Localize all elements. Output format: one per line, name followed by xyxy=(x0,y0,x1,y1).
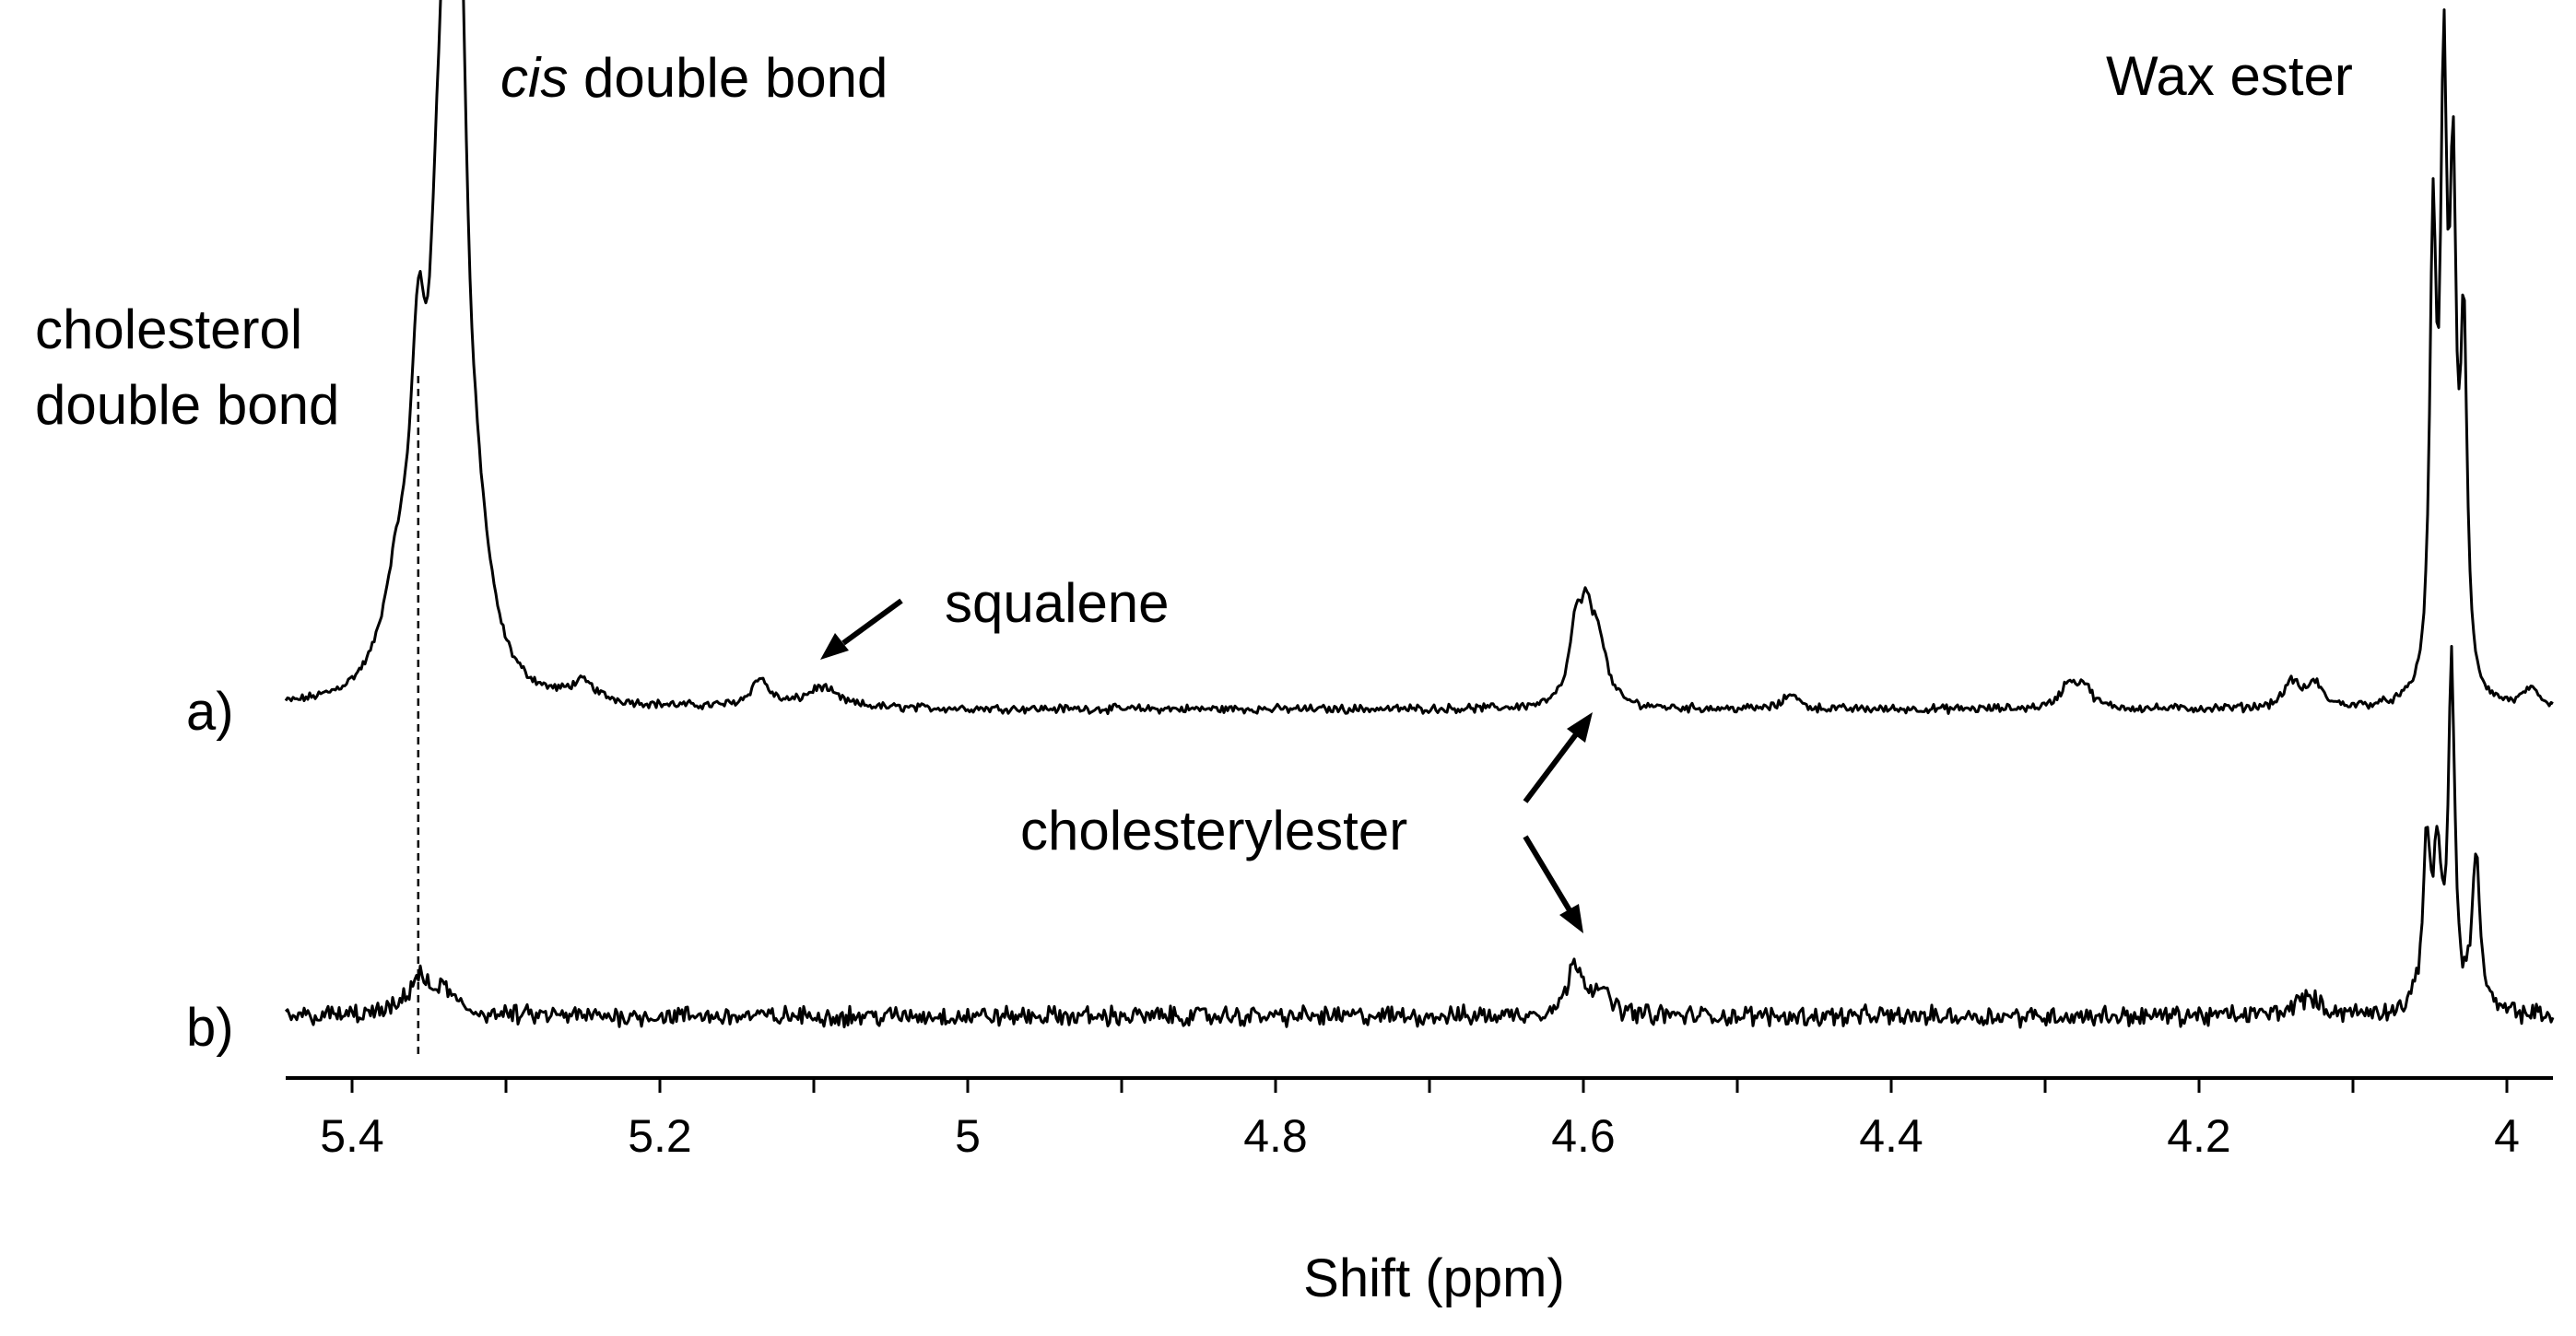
x-tick-label: 5.2 xyxy=(628,1110,692,1162)
arrow-cholesterylester-a xyxy=(1523,712,1593,803)
arrow-cholesterylester-b xyxy=(1523,835,1583,933)
x-tick-label: 5 xyxy=(955,1110,981,1162)
x-tick-label: 4.6 xyxy=(1551,1110,1616,1162)
spectrum-trace-a xyxy=(284,0,2554,716)
annotation-wax-ester: Wax ester xyxy=(2106,45,2353,107)
annotation-squalene: squalene xyxy=(945,572,1170,634)
annotation-cholesterol-line1: cholesterol xyxy=(35,299,302,360)
x-axis: 5.4 5.2 5 4.8 4.6 4.4 4.2 4 xyxy=(286,1076,2553,1162)
trace-label-b: b) xyxy=(186,998,234,1058)
spectrum-trace-b xyxy=(284,645,2555,1029)
x-tick-label: 5.4 xyxy=(320,1110,384,1162)
x-tick-label: 4 xyxy=(2494,1110,2520,1162)
arrow-squalene xyxy=(820,598,903,660)
x-tick-label: 4.2 xyxy=(2167,1110,2231,1162)
x-tick-label: 4.8 xyxy=(1243,1110,1308,1162)
annotation-cis-double-bond: cis double bond xyxy=(500,47,888,109)
annotation-cholesterylester: cholesterylester xyxy=(1020,800,1407,861)
trace-label-a: a) xyxy=(186,682,234,742)
x-axis-title: Shift (ppm) xyxy=(1303,1248,1565,1308)
x-tick-label: 4.4 xyxy=(1859,1110,1923,1162)
annotation-cholesterol-line2: double bond xyxy=(35,374,339,436)
